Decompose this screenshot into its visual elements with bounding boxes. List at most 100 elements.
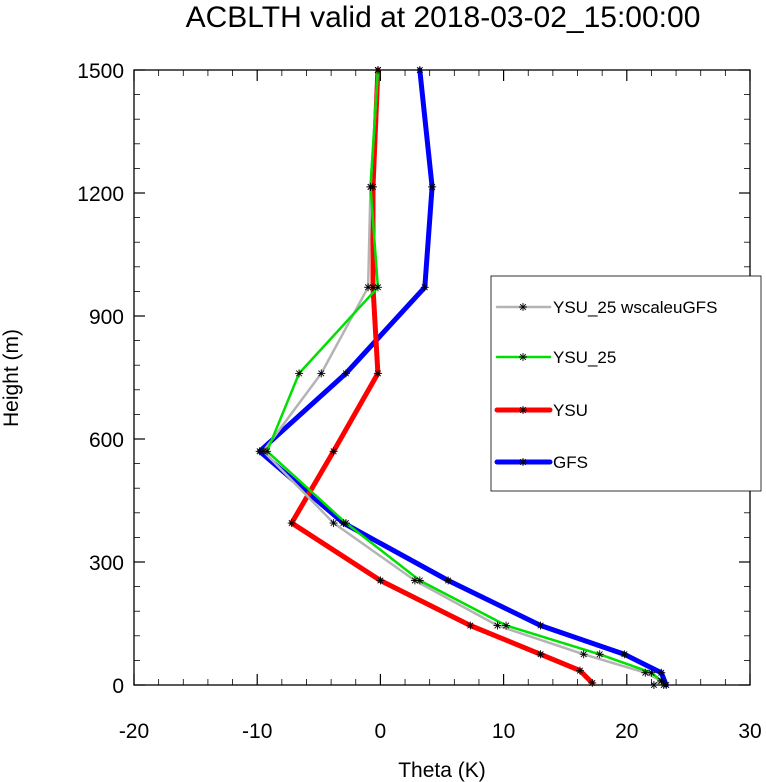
series-lines bbox=[255, 66, 671, 689]
chart-title: ACBLTH valid at 2018-03-02_15:00:00 bbox=[186, 1, 701, 34]
data-point bbox=[317, 369, 326, 378]
marker-stroke bbox=[519, 406, 527, 414]
y-tick-label: 300 bbox=[89, 552, 124, 575]
marker-stroke bbox=[374, 284, 382, 291]
marker-stroke bbox=[374, 370, 382, 377]
data-point bbox=[575, 666, 584, 675]
y-tick-label: 1500 bbox=[77, 60, 124, 83]
marker-stroke bbox=[650, 681, 658, 689]
data-point bbox=[329, 447, 338, 456]
marker-stroke bbox=[502, 622, 510, 629]
marker-stroke bbox=[288, 519, 295, 527]
series-line-ysu-25-wscaleugfs bbox=[262, 68, 663, 687]
y-tick-label: 1200 bbox=[77, 183, 124, 206]
data-point bbox=[519, 458, 527, 466]
x-tick-label: 20 bbox=[615, 720, 638, 743]
marker-stroke bbox=[494, 622, 501, 629]
marker-stroke bbox=[642, 669, 649, 676]
legend-label-gfs: GFS bbox=[553, 453, 588, 472]
data-point bbox=[641, 668, 650, 677]
marker-stroke bbox=[445, 577, 452, 584]
marker-stroke bbox=[519, 458, 527, 466]
x-tick-label: 30 bbox=[738, 720, 761, 743]
data-point bbox=[519, 406, 527, 414]
data-point bbox=[502, 621, 511, 630]
data-point bbox=[620, 650, 629, 659]
marker-stroke bbox=[421, 284, 428, 291]
data-point bbox=[662, 681, 671, 689]
data-point bbox=[536, 621, 545, 630]
data-point bbox=[410, 576, 419, 585]
marker-stroke bbox=[589, 679, 596, 687]
marker-stroke bbox=[318, 370, 325, 377]
x-tick-label: -20 bbox=[119, 720, 149, 743]
marker-stroke bbox=[374, 66, 382, 74]
marker-stroke bbox=[596, 651, 603, 658]
marker-stroke bbox=[411, 577, 419, 584]
data-point bbox=[341, 369, 350, 378]
marker-stroke bbox=[377, 577, 384, 584]
data-point bbox=[657, 676, 666, 685]
legend-label-ysu-25: YSU_25 bbox=[553, 348, 616, 367]
data-point bbox=[329, 519, 338, 528]
marker-stroke bbox=[256, 448, 263, 455]
marker-stroke bbox=[369, 284, 377, 291]
y-axis-label: Height (m) bbox=[0, 329, 23, 427]
data-point bbox=[263, 447, 272, 456]
marker-stroke bbox=[330, 448, 337, 455]
data-point bbox=[373, 369, 382, 378]
marker-stroke bbox=[537, 651, 544, 658]
marker-stroke bbox=[621, 651, 628, 658]
data-point bbox=[466, 621, 475, 630]
x-tick-label: -10 bbox=[242, 720, 272, 743]
data-point bbox=[373, 283, 382, 292]
data-point bbox=[339, 519, 348, 528]
y-tick-label: 900 bbox=[89, 306, 124, 329]
data-point bbox=[420, 283, 429, 292]
data-point bbox=[255, 447, 264, 456]
marker-stroke bbox=[467, 622, 474, 629]
legend-label-ysu-25-wscaleugfs: YSU_25 wscaleuGFS bbox=[553, 298, 717, 317]
marker-stroke bbox=[429, 183, 436, 190]
data-point bbox=[415, 66, 424, 74]
marker-stroke bbox=[576, 667, 584, 674]
data-point bbox=[369, 182, 378, 191]
data-point bbox=[657, 668, 666, 677]
y-tick-label: 0 bbox=[112, 675, 124, 698]
data-point bbox=[536, 650, 545, 659]
data-point bbox=[428, 182, 437, 191]
marker-stroke bbox=[330, 519, 337, 527]
data-point bbox=[364, 283, 373, 292]
marker-stroke bbox=[663, 681, 670, 689]
legend-label-ysu: YSU bbox=[553, 401, 588, 420]
data-point bbox=[295, 369, 304, 378]
marker-stroke bbox=[263, 448, 271, 455]
marker-stroke bbox=[519, 353, 527, 361]
marker-stroke bbox=[364, 284, 372, 291]
data-point bbox=[579, 650, 588, 659]
marker-stroke bbox=[580, 651, 587, 658]
marker-stroke bbox=[537, 622, 544, 629]
marker-stroke bbox=[295, 370, 303, 377]
legend-box bbox=[490, 275, 762, 492]
data-point bbox=[376, 576, 385, 585]
x-tick-label: 10 bbox=[492, 720, 515, 743]
marker-stroke bbox=[648, 669, 655, 676]
data-point bbox=[369, 283, 378, 292]
data-point bbox=[519, 353, 527, 361]
data-point bbox=[647, 668, 656, 677]
marker-stroke bbox=[658, 677, 665, 685]
marker-stroke bbox=[658, 669, 665, 676]
data-point bbox=[649, 681, 658, 689]
y-tick-label: 600 bbox=[89, 429, 124, 452]
data-point bbox=[588, 678, 597, 687]
x-axis-label: Theta (K) bbox=[398, 759, 486, 782]
marker-stroke bbox=[369, 183, 377, 190]
data-point bbox=[287, 519, 296, 528]
marker-stroke bbox=[340, 519, 347, 527]
data-point bbox=[493, 621, 502, 630]
data-point bbox=[519, 303, 527, 311]
data-point bbox=[373, 66, 382, 74]
